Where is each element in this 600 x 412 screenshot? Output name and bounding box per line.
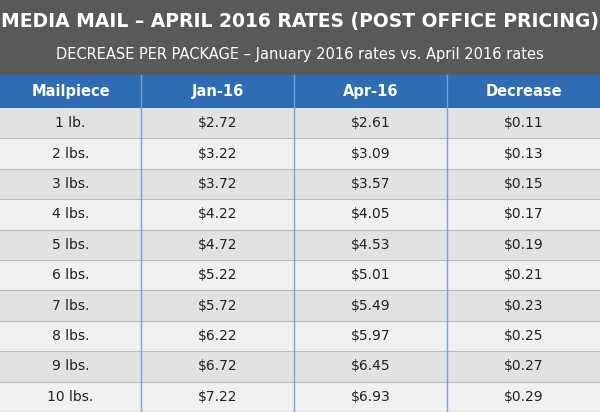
Bar — [0, 260, 600, 290]
Text: 8 lbs.: 8 lbs. — [52, 329, 89, 343]
Text: $4.53: $4.53 — [351, 238, 390, 252]
Bar — [0, 382, 600, 412]
Text: $0.21: $0.21 — [503, 268, 544, 282]
Text: $0.27: $0.27 — [504, 359, 543, 373]
Text: 3 lbs.: 3 lbs. — [52, 177, 89, 191]
Text: $0.29: $0.29 — [503, 390, 544, 404]
Text: $6.93: $6.93 — [350, 390, 391, 404]
Text: $4.05: $4.05 — [351, 207, 390, 221]
Text: 5 lbs.: 5 lbs. — [52, 238, 89, 252]
Bar — [0, 351, 600, 382]
Bar — [0, 0, 600, 75]
Text: $2.72: $2.72 — [198, 116, 237, 130]
Text: $5.22: $5.22 — [198, 268, 237, 282]
Bar — [0, 229, 600, 260]
Text: $0.17: $0.17 — [503, 207, 544, 221]
Text: 7 lbs.: 7 lbs. — [52, 299, 89, 313]
Bar — [0, 138, 600, 169]
Bar — [0, 290, 600, 321]
Bar — [0, 199, 600, 229]
Text: $4.22: $4.22 — [198, 207, 237, 221]
Bar — [0, 169, 600, 199]
Text: $2.61: $2.61 — [350, 116, 391, 130]
Text: Jan-16: Jan-16 — [191, 84, 244, 99]
Text: Apr-16: Apr-16 — [343, 84, 398, 99]
Text: Mailpiece: Mailpiece — [31, 84, 110, 99]
Text: $3.57: $3.57 — [351, 177, 390, 191]
Text: $4.72: $4.72 — [198, 238, 237, 252]
Text: Decrease: Decrease — [485, 84, 562, 99]
Text: $6.45: $6.45 — [350, 359, 391, 373]
Text: $5.97: $5.97 — [350, 329, 391, 343]
Text: $5.49: $5.49 — [350, 299, 391, 313]
Bar — [0, 108, 600, 138]
Text: 10 lbs.: 10 lbs. — [47, 390, 94, 404]
Text: 9 lbs.: 9 lbs. — [52, 359, 89, 373]
Text: $5.01: $5.01 — [350, 268, 391, 282]
Text: $0.19: $0.19 — [503, 238, 544, 252]
Text: $6.72: $6.72 — [197, 359, 238, 373]
Text: $0.23: $0.23 — [504, 299, 543, 313]
Text: $0.11: $0.11 — [503, 116, 544, 130]
Bar — [0, 321, 600, 351]
Text: DECREASE PER PACKAGE – January 2016 rates vs. April 2016 rates: DECREASE PER PACKAGE – January 2016 rate… — [56, 47, 544, 61]
Text: 6 lbs.: 6 lbs. — [52, 268, 89, 282]
Text: $6.22: $6.22 — [197, 329, 238, 343]
Text: $0.15: $0.15 — [503, 177, 544, 191]
Text: $0.13: $0.13 — [503, 147, 544, 161]
Text: $3.72: $3.72 — [198, 177, 237, 191]
Text: $3.09: $3.09 — [350, 147, 391, 161]
Text: $7.22: $7.22 — [198, 390, 237, 404]
Text: $0.25: $0.25 — [504, 329, 543, 343]
Text: $5.72: $5.72 — [198, 299, 237, 313]
Text: 1 lb.: 1 lb. — [55, 116, 86, 130]
Text: $3.22: $3.22 — [198, 147, 237, 161]
Bar — [0, 75, 600, 108]
Text: MEDIA MAIL – APRIL 2016 RATES (POST OFFICE PRICING): MEDIA MAIL – APRIL 2016 RATES (POST OFFI… — [1, 12, 599, 30]
Text: 2 lbs.: 2 lbs. — [52, 147, 89, 161]
Text: 4 lbs.: 4 lbs. — [52, 207, 89, 221]
